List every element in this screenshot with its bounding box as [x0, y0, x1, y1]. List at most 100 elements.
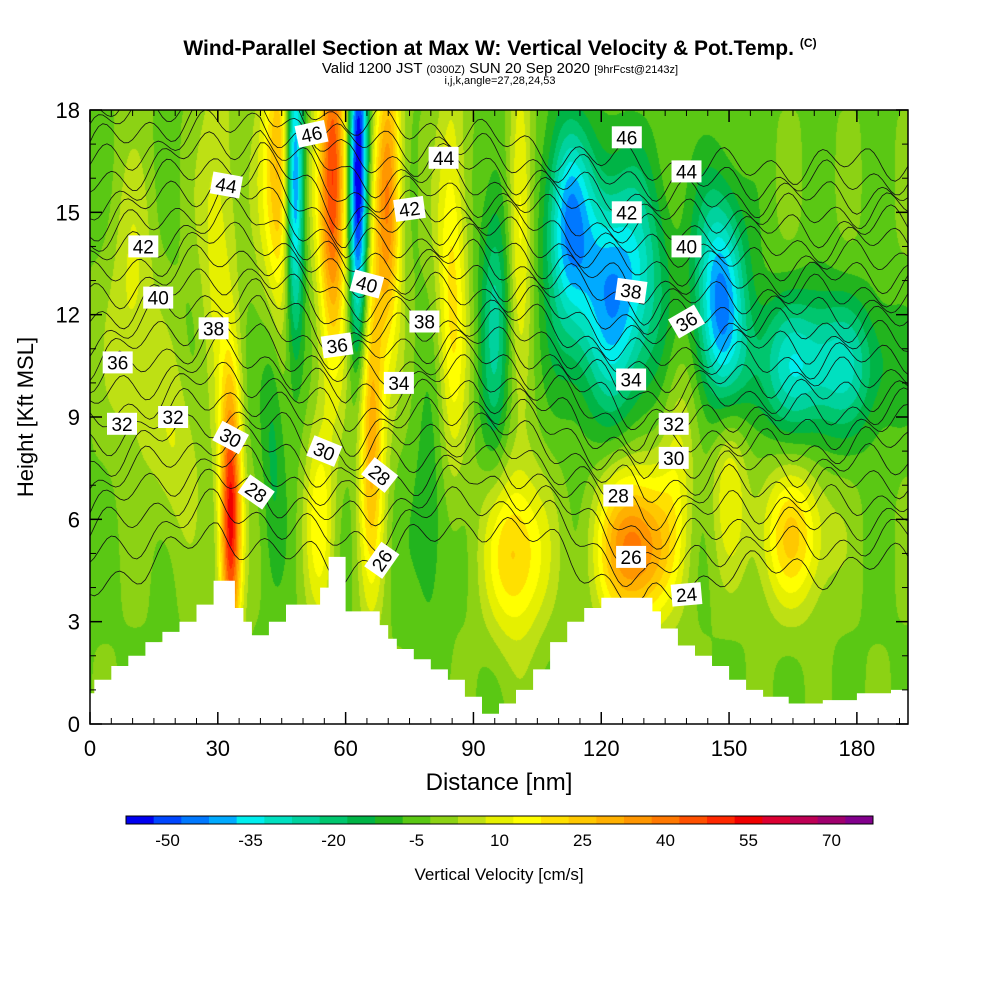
isentrope-line [90, 516, 908, 607]
contour-label: 36 [102, 351, 133, 374]
contour-label-box [349, 269, 385, 299]
colorbar-swatch [319, 816, 348, 824]
contour-label-box [198, 317, 229, 340]
valid-utc: (0300Z) [426, 64, 465, 76]
colorbar-tick-label: -5 [409, 831, 424, 850]
colorbar-swatch [734, 816, 763, 824]
colorbar-swatch [541, 816, 570, 824]
chart-subtitle: Valid 1200 JST (0300Z) SUN 20 Sep 2020 [… [0, 60, 1000, 77]
contour-label-text: 28 [608, 487, 629, 508]
contour-label: 38 [614, 277, 648, 304]
colorbar-swatch [790, 816, 819, 824]
contour-label: 34 [383, 371, 414, 395]
contour-label-box [658, 446, 689, 469]
isentrope-line [90, 387, 908, 480]
contour-label: 46 [294, 120, 329, 148]
colorbar-swatch [375, 816, 404, 824]
colorbar-tick-label: -20 [321, 831, 346, 850]
contour-label: 44 [428, 146, 459, 170]
colorbar-swatch [845, 816, 874, 824]
contour-label-box [611, 126, 642, 149]
contour-label-box [361, 457, 399, 493]
isentrope-line [90, 196, 908, 326]
contour-label-text: 36 [325, 335, 349, 359]
colorbar-swatch [817, 816, 846, 824]
contour-label-box [658, 412, 689, 435]
colorbar-swatch [264, 816, 293, 824]
isentrope-line [90, 110, 908, 202]
colorbar-swatch [292, 816, 321, 824]
contour-label-text: 24 [675, 584, 698, 607]
contour-label: 44 [671, 160, 702, 183]
colorbar-tick-label: -50 [155, 831, 180, 850]
y-tick-label: 0 [68, 712, 80, 737]
contour-label: 34 [616, 368, 647, 392]
colorbar-tick-label: 55 [739, 831, 758, 850]
colorbar-tick-label: 40 [656, 831, 675, 850]
contour-label: 42 [611, 201, 642, 224]
colorbar-swatch [153, 816, 182, 824]
contour-label: 36 [320, 332, 354, 359]
contour-label-text: 46 [299, 123, 324, 148]
colorbar-tick-label: 25 [573, 831, 592, 850]
contour-label-text: 42 [616, 203, 637, 224]
contour-label-box [670, 582, 703, 607]
contour-label: 42 [128, 235, 159, 258]
contour-label-box [306, 435, 343, 467]
contour-label: 24 [670, 582, 703, 607]
isentrope-line [90, 444, 908, 550]
x-tick-label: 120 [583, 736, 620, 761]
colorbar-swatch [707, 816, 736, 824]
contour-label: 40 [349, 269, 385, 299]
contour-label: 40 [671, 235, 702, 258]
contour-label-box [102, 351, 133, 374]
colorbar-swatch [181, 816, 210, 824]
colorbar: -50 -35 -20 -5 10 25 40 55 70 [125, 815, 874, 850]
colorbar-swatch [126, 816, 155, 824]
colorbar-label: Vertical Velocity [cm/s] [414, 865, 583, 884]
contour-label-box [364, 541, 400, 579]
contour-label-box [668, 304, 705, 339]
contour-label-box [614, 277, 648, 304]
contour-label-box [428, 146, 459, 169]
contour-label-text: 38 [414, 313, 435, 334]
colorbar-swatch [236, 816, 265, 824]
colorbar-tick-label: 70 [822, 831, 841, 850]
colorbar-swatch [651, 816, 680, 824]
contour-label: 32 [658, 412, 689, 436]
x-axis: 0 30 60 90 120 150 180 [84, 110, 900, 761]
contour-label-text: 32 [111, 415, 132, 436]
colorbar-swatch [762, 816, 791, 824]
x-tick-label: 30 [206, 736, 230, 761]
isentrope-line [90, 464, 908, 564]
contour-label: 42 [393, 195, 426, 223]
contour-label-box [128, 235, 159, 258]
isentrope-line [90, 129, 908, 252]
isentrope-line [90, 486, 908, 588]
y-tick-label: 15 [56, 200, 80, 225]
contour-label-text: 42 [398, 199, 422, 223]
y-tick-label: 3 [68, 610, 80, 635]
contour-label-box [143, 286, 174, 309]
contour-label-text: 26 [621, 548, 642, 569]
contour-label-box [107, 412, 137, 435]
y-tick-label: 6 [68, 507, 80, 532]
contour-label-box [671, 160, 702, 183]
contour-label-box [671, 235, 702, 258]
y-axis-label: Height [Kft MSL] [13, 337, 38, 497]
colorbar-tick-label: -35 [238, 831, 263, 850]
contour-label-box [212, 420, 250, 455]
x-tick-label: 180 [839, 736, 876, 761]
colorbar-swatch [679, 816, 708, 824]
contour-label: 30 [658, 446, 689, 470]
colorbar-swatch [568, 816, 597, 824]
contour-label-text: 40 [676, 237, 697, 258]
contour-label: 32 [158, 406, 189, 429]
colorbar-frame [125, 815, 874, 825]
colorbar-swatch [430, 816, 459, 824]
contour-label-box [158, 406, 189, 428]
chart-title: Wind-Parallel Section at Max W: Vertical… [183, 36, 817, 60]
contour-label-box [393, 195, 426, 222]
